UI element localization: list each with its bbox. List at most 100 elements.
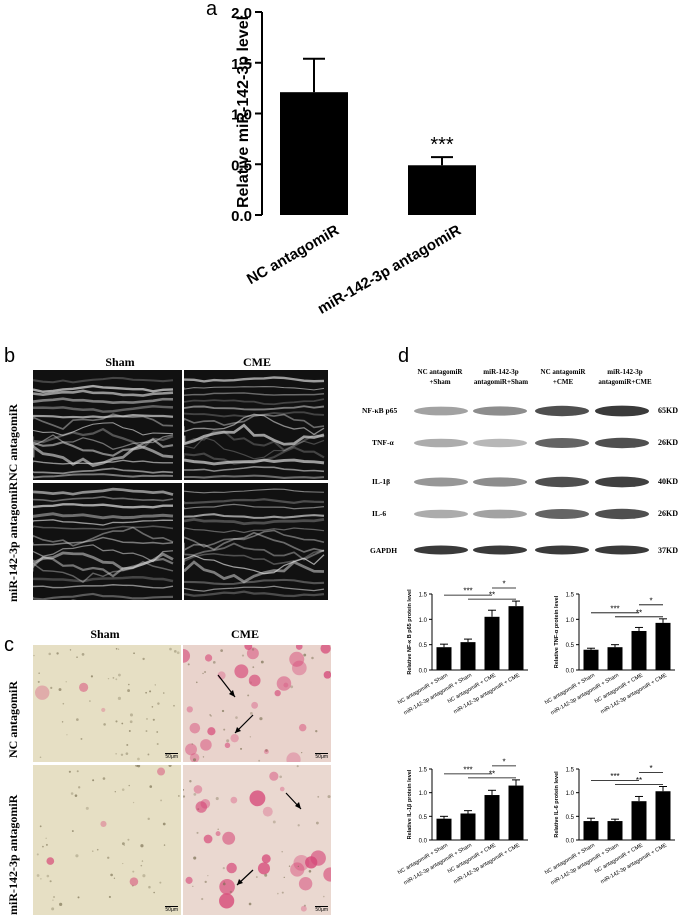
echo-trace-line: [33, 503, 174, 509]
tissue-spot: [168, 765, 172, 767]
tissue-spot: [189, 753, 200, 762]
tissue-spot: [100, 820, 107, 828]
tissue-spot: [296, 765, 299, 768]
tissue-spot: [185, 876, 193, 884]
tissue-spot: [301, 751, 303, 754]
protein-label-tnf: TNF-α: [372, 438, 394, 447]
tissue-spot: [279, 775, 282, 779]
echo-trace-line: [33, 389, 174, 397]
tissue-spot: [169, 647, 172, 651]
tissue-spot: [115, 720, 118, 723]
panel-label-b: b: [4, 345, 16, 367]
tissue-spot: [38, 672, 40, 674]
tissue-spot: [125, 752, 129, 755]
tissue-spot: [288, 865, 291, 867]
arrow-head: [295, 802, 301, 809]
tissue-spot: [207, 875, 209, 877]
blot-band: [414, 477, 468, 487]
size-label-tnf: 26KD: [658, 438, 678, 447]
echo-trace-line: [184, 578, 325, 586]
echo-trace-line: [184, 386, 325, 391]
size-label-nfkb: 65KD: [658, 406, 678, 415]
histo-texture-mir-cme: [183, 765, 331, 912]
tissue-spot: [185, 743, 197, 756]
tissue-spot: [244, 645, 253, 651]
tissue-spot: [212, 660, 216, 664]
echo-image-nc-cme: [184, 370, 328, 480]
tissue-spot: [129, 877, 139, 886]
tissue-spot: [257, 862, 271, 875]
echo-trace-line: [184, 398, 325, 406]
tissue-spot: [40, 878, 42, 880]
significance-label: ***: [463, 765, 472, 774]
tissue-spot: [286, 752, 301, 762]
tissue-spot: [193, 792, 197, 796]
tissue-spot: [89, 700, 91, 702]
blot-band: [473, 509, 527, 519]
tissue-spot: [102, 777, 106, 780]
echo-trace-line: [33, 473, 174, 479]
y-tick-label: 1.0: [566, 618, 575, 624]
significance-label: ***: [463, 587, 472, 596]
tissue-spot: [163, 844, 166, 846]
tissue-spot: [248, 674, 261, 687]
tissue-spot: [173, 704, 175, 707]
tissue-spot: [118, 673, 121, 677]
tissue-spot: [53, 896, 55, 898]
tissue-spot: [146, 718, 148, 720]
panel-label-d: d: [398, 345, 410, 367]
echo-trace-line: [33, 384, 174, 393]
significance-label: ***: [610, 772, 619, 781]
bar: [655, 622, 671, 670]
tissue-spot: [226, 862, 237, 874]
tissue-spot: [224, 742, 231, 749]
tissue-spot: [107, 677, 110, 680]
tissue-spot: [247, 694, 250, 697]
tissue-spot: [323, 895, 325, 898]
bar: [460, 642, 476, 670]
blot-band: [473, 477, 527, 487]
scale-bar: 50μm: [315, 906, 328, 913]
blot-band: [473, 406, 527, 416]
echo-trace-line: [33, 536, 174, 546]
blot-band: [414, 406, 468, 416]
tissue-spot: [240, 747, 243, 750]
echo-trace-line: [33, 438, 174, 457]
tissue-spot: [115, 647, 118, 650]
echo-trace-mir-cme: [184, 488, 325, 598]
y-tick-label: 0.5: [566, 643, 575, 649]
tissue-spot: [264, 873, 268, 877]
tissue-spot: [251, 701, 259, 709]
echo-trace-line: [33, 526, 174, 547]
tissue-spot: [269, 771, 279, 781]
tissue-spot: [36, 853, 39, 856]
bar: [583, 821, 599, 840]
histo-image-mir-cme: 50μm: [183, 765, 331, 915]
tissue-spot: [101, 707, 106, 713]
tissue-spot: [90, 675, 94, 678]
y-tick-label: 0.5: [231, 157, 252, 174]
tissue-spot: [310, 850, 326, 866]
tissue-spot: [186, 706, 193, 713]
tissue-spot: [317, 795, 320, 798]
y-tick-label: 1.0: [566, 791, 575, 797]
tissue-spot: [92, 850, 94, 852]
tissue-spot: [153, 891, 155, 894]
tissue-spot: [157, 702, 160, 705]
tissue-spot: [192, 885, 194, 888]
tissue-spot: [129, 713, 133, 717]
tissue-spot: [142, 657, 145, 661]
tissue-spot: [196, 681, 198, 684]
size-label-il6: 26KD: [658, 509, 678, 518]
histo-row-label-mir: miR-142-3p antagomiR: [6, 794, 20, 915]
chart-nfkb: 0.0 0.5 1.0 1.5 Relative NF-κ B p65 protein …: [397, 580, 528, 716]
tissue-spot: [183, 795, 186, 798]
tissue-spot: [148, 885, 151, 889]
tissue-spot: [36, 874, 40, 877]
tissue-spot: [128, 683, 130, 686]
panel-label-a: a: [206, 0, 218, 20]
histo-col-label-sham: Sham: [90, 627, 120, 641]
echo-col-label-cme: CME: [243, 355, 271, 369]
histo-texture-nc-sham: [33, 647, 180, 761]
tissue-spot: [76, 770, 79, 773]
